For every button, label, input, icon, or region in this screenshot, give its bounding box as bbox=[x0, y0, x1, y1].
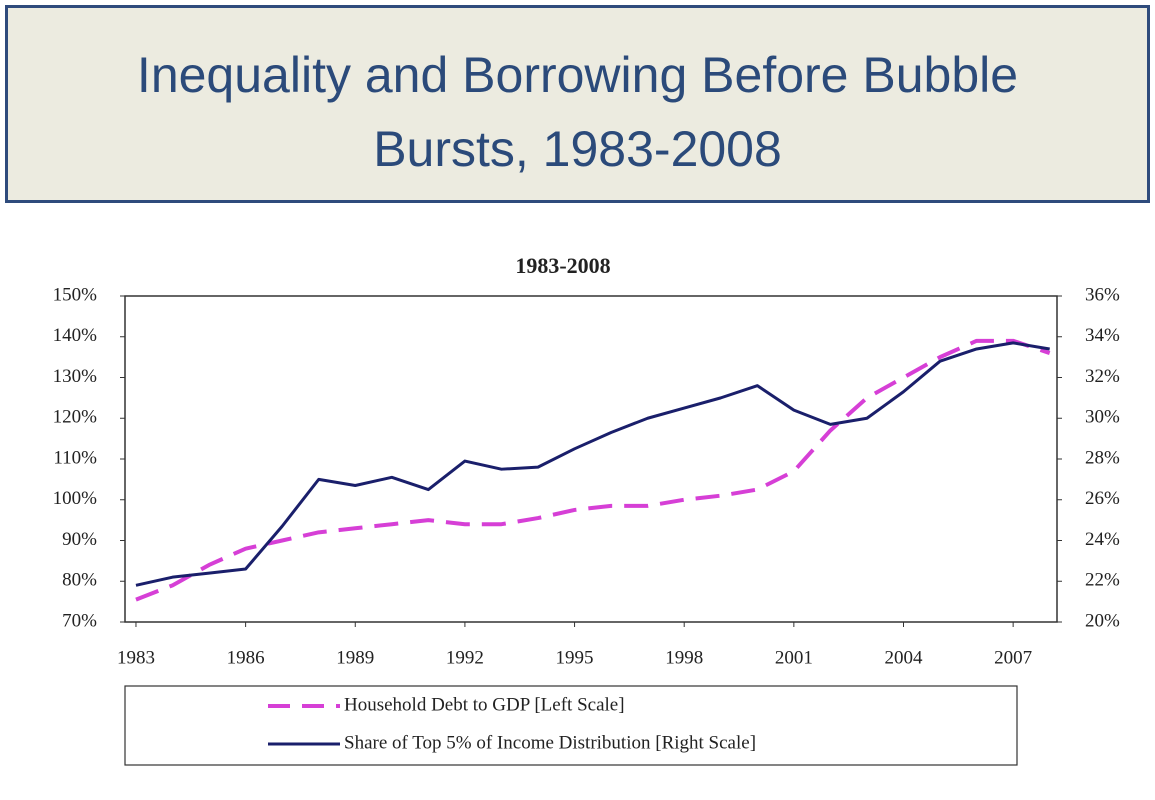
y2-tick-label: 24% bbox=[1085, 529, 1120, 550]
y2-tick-label: 20% bbox=[1085, 610, 1120, 631]
y2-tick-label: 34% bbox=[1085, 325, 1120, 346]
chart-title: 1983-2008 bbox=[515, 253, 610, 278]
x-tick-label: 1998 bbox=[665, 647, 703, 668]
y-tick-label: 130% bbox=[53, 366, 98, 387]
y-tick-label: 80% bbox=[62, 570, 97, 591]
x-tick-label: 1995 bbox=[556, 647, 594, 668]
y-tick-label: 150% bbox=[53, 284, 98, 305]
x-tick-label: 2007 bbox=[994, 647, 1032, 668]
x-tick-label: 1992 bbox=[446, 647, 484, 668]
y2-tick-label: 22% bbox=[1085, 570, 1120, 591]
slide-title: Inequality and Borrowing Before Bubble B… bbox=[5, 5, 1150, 203]
x-tick-label: 2001 bbox=[775, 647, 813, 668]
y-tick-label: 140% bbox=[53, 325, 98, 346]
y-tick-label: 100% bbox=[53, 488, 98, 509]
x-tick-label: 2004 bbox=[884, 647, 923, 668]
series-line bbox=[135, 341, 1050, 587]
y-tick-label: 120% bbox=[53, 407, 98, 428]
y-tick-label: 110% bbox=[53, 447, 97, 468]
legend-box bbox=[124, 685, 1018, 766]
y2-tick-label: 30% bbox=[1085, 407, 1120, 428]
x-tick-label: 1989 bbox=[336, 647, 374, 668]
legend-label: Household Debt to GDP [Left Scale] bbox=[344, 694, 625, 715]
x-tick-label: 1986 bbox=[227, 647, 265, 668]
plot-frame bbox=[124, 295, 1058, 623]
y2-tick-label: 36% bbox=[1085, 284, 1120, 305]
y2-tick-label: 28% bbox=[1085, 447, 1120, 468]
legend-label: Share of Top 5% of Income Distribution [… bbox=[344, 732, 756, 753]
y2-tick-label: 32% bbox=[1085, 366, 1120, 387]
series-line bbox=[135, 338, 1051, 602]
y-tick-label: 70% bbox=[62, 610, 97, 631]
y2-tick-label: 26% bbox=[1085, 488, 1120, 509]
y-tick-label: 90% bbox=[62, 529, 97, 550]
x-tick-label: 1983 bbox=[117, 647, 155, 668]
